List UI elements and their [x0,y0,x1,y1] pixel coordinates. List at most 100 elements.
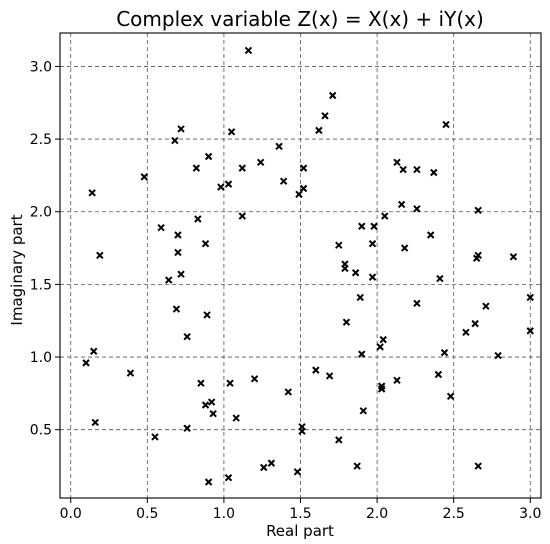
x-axis-label: Real part [266,522,334,540]
data-point [209,410,217,418]
y-tick-label: 1.0 [30,350,52,366]
data-point [368,239,377,248]
data-point [526,327,534,335]
data-point [183,332,191,341]
data-point [140,173,148,181]
data-point [88,189,96,197]
data-point [201,401,210,409]
data-point [440,348,449,357]
data-point [126,369,135,377]
data-point [256,158,265,167]
data-point [353,462,361,470]
data-point [298,427,306,435]
data-point [238,212,246,220]
x-tick-label: 0.5 [136,506,158,522]
data-point [399,165,407,174]
data-point [224,473,233,482]
data-point [299,184,308,193]
data-point [238,164,246,172]
y-tick-label: 0.5 [30,423,52,439]
data-point [267,459,276,467]
data-point [397,200,406,209]
y-tick-label: 2.5 [30,132,52,148]
data-point [379,335,387,344]
data-point [376,343,384,351]
data-point [462,328,470,337]
data-point [299,164,308,172]
data-point [509,253,518,261]
x-tick-label: 2.5 [443,506,465,522]
data-point [226,379,234,387]
data-point [321,112,329,120]
data-point [393,376,401,385]
data-point [400,244,409,252]
data-point [201,239,210,248]
data-point [474,206,482,214]
data-point [356,293,364,302]
y-tick-label: 3.0 [30,59,52,75]
data-point [89,347,98,355]
data-point [204,152,213,161]
data-point [183,424,191,432]
data-point [471,319,479,328]
data-point [279,177,288,185]
data-point [413,165,421,174]
data-point [430,168,438,177]
y-axis-label: Imaginary part [8,214,26,325]
data-point [413,299,421,307]
x-tick-label: 0.0 [60,506,82,522]
data-point [207,398,216,406]
x-tick-label: 1.0 [213,506,235,522]
data-point [165,276,173,284]
data-point [151,433,159,441]
data-point [351,269,360,277]
data-point [171,136,179,145]
data-point [526,293,534,302]
data-point [260,463,268,472]
chart-title: Complex variable Z(x) = X(x) + iY(x) [116,7,484,31]
data-point [342,318,351,326]
data-point [381,212,389,220]
data-point [393,158,401,167]
data-point [217,183,225,191]
x-tick-label: 1.5 [289,506,311,522]
grid [60,33,541,498]
data-point [426,231,435,239]
data-point [335,241,343,249]
data-point [244,46,253,55]
data-point [224,180,233,188]
data-point [442,120,450,129]
data-point [482,302,490,310]
y-tick-label: 1.5 [30,277,52,293]
axis-ticks: 0.0 0.5 1.0 1.5 2.0 2.5 3.0 0.5 1.0 1.5 2.0 2.5 3.0 [30,59,542,522]
data-point [368,273,377,281]
y-tick-label: 2.0 [30,205,52,221]
data-point [177,270,185,278]
data-point [82,359,90,367]
data-point [174,231,182,239]
data-point [172,305,181,313]
data-point [203,311,211,319]
data-point [377,385,386,393]
data-point [174,248,182,257]
data-point [295,190,303,199]
data-points [82,46,534,486]
data-point [177,125,185,133]
x-tick-label: 2.0 [366,506,388,522]
data-point [335,436,343,444]
data-point [275,142,283,151]
data-point [91,418,99,427]
data-point [96,251,104,260]
x-tick-label: 3.0 [519,506,541,522]
data-point [312,366,320,374]
data-point [293,468,302,476]
data-point [358,222,366,230]
data-point [325,372,334,380]
data-point [474,462,482,470]
data-point [192,164,201,172]
data-point [434,370,443,379]
data-point [227,128,236,136]
data-point [472,254,481,262]
data-point [370,222,378,230]
